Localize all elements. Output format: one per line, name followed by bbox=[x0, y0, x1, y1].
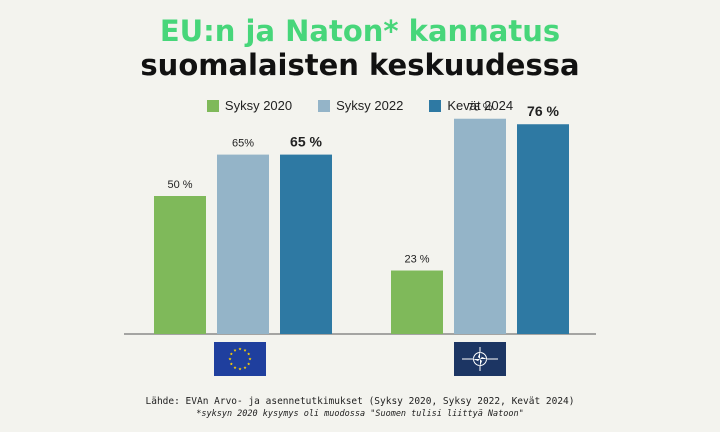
eu-star-icon bbox=[238, 347, 242, 351]
bar-nato-1 bbox=[454, 118, 506, 334]
data-label-eu-0: 50 % bbox=[167, 179, 192, 191]
bar-nato-0 bbox=[391, 270, 443, 334]
eu-star-icon bbox=[243, 366, 247, 369]
legend-swatch-syksy2020 bbox=[206, 99, 219, 112]
data-label-nato-1: 78 % bbox=[467, 102, 492, 114]
legend-item-syksy2022: Syksy 2022 bbox=[318, 98, 403, 113]
legend-label-syksy2022: Syksy 2022 bbox=[336, 98, 404, 113]
eu-star-icon bbox=[233, 348, 237, 352]
data-label-eu-1: 65% bbox=[232, 138, 254, 150]
chart-title-line1: EU:n ja Naton* kannatus bbox=[159, 14, 561, 48]
eu-star-icon bbox=[247, 352, 251, 356]
bar-eu-0 bbox=[154, 196, 206, 334]
eu-star-icon bbox=[229, 362, 233, 366]
bar-eu-1 bbox=[217, 154, 269, 334]
bar-chart: 50 % 65% 65 % 23 % 78 % 76 % bbox=[124, 102, 596, 335]
bar-nato-2 bbox=[517, 124, 569, 335]
legend: Syksy 2020 Syksy 2022 Kevät 2024 bbox=[0, 98, 720, 113]
eu-star-icon bbox=[228, 357, 232, 361]
chart-title-line2: suomalaisten keskuudessa bbox=[140, 48, 580, 82]
data-label-nato-2: 76 % bbox=[527, 103, 559, 119]
bar-eu-2 bbox=[280, 154, 332, 334]
legend-label-syksy2020: Syksy 2020 bbox=[224, 98, 293, 113]
eu-star-icon bbox=[229, 352, 233, 356]
legend-swatch-syksy2022 bbox=[318, 99, 331, 112]
eu-star-icon bbox=[243, 348, 247, 352]
nato-flag-icon bbox=[454, 342, 506, 376]
legend-item-syksy2020: Syksy 2020 bbox=[206, 98, 293, 113]
data-label-eu-2: 65 % bbox=[290, 134, 322, 150]
source-text: Lähde: EVAn Arvo- ja asennetutkimukset (… bbox=[145, 396, 575, 407]
legend-label-kevat2024: Kevät 2024 bbox=[447, 98, 514, 113]
eu-star-icon bbox=[233, 366, 237, 369]
eu-flag-icon bbox=[214, 342, 266, 376]
legend-item-kevat2024: Kevät 2024 bbox=[429, 98, 513, 113]
eu-star-icon bbox=[238, 367, 242, 371]
eu-star-icon bbox=[248, 357, 252, 361]
legend-swatch-kevat2024 bbox=[429, 99, 442, 112]
footnote-text: *syksyn 2020 kysymys oli muodossa "Suome… bbox=[196, 409, 524, 419]
eu-star-icon bbox=[247, 362, 251, 366]
data-label-nato-0: 23 % bbox=[404, 254, 429, 266]
